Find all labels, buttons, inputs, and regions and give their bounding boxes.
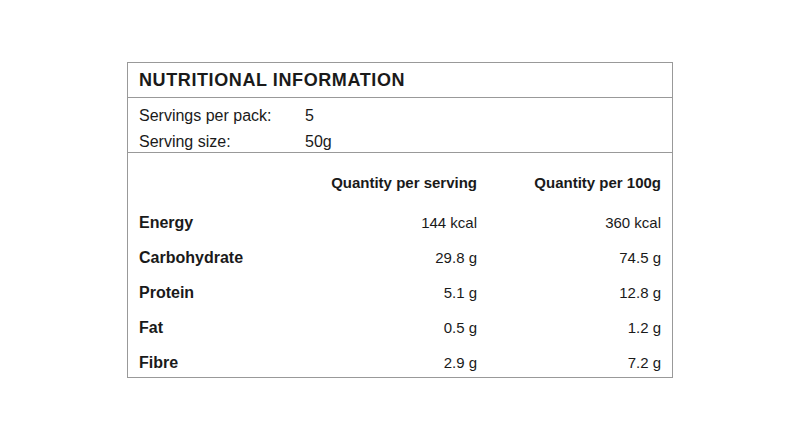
value-per-serving: 29.8 g bbox=[277, 249, 477, 266]
table-row-energy: Energy 144 kcal 360 kcal bbox=[139, 205, 661, 240]
nutrient-name: Protein bbox=[139, 284, 277, 302]
value-per-serving: 144 kcal bbox=[277, 214, 477, 231]
value-per-100g: 360 kcal bbox=[477, 214, 661, 231]
serving-size-value: 50g bbox=[305, 129, 332, 155]
value-per-serving: 2.9 g bbox=[277, 354, 477, 371]
value-per-100g: 1.2 g bbox=[477, 319, 661, 336]
value-per-100g: 12.8 g bbox=[477, 284, 661, 301]
nutrition-facts-panel: NUTRITIONAL INFORMATION Servings per pac… bbox=[127, 62, 673, 378]
servings-per-pack-value: 5 bbox=[305, 103, 314, 129]
panel-title: NUTRITIONAL INFORMATION bbox=[128, 63, 672, 98]
header-quantity-per-100g: Quantity per 100g bbox=[477, 174, 661, 191]
value-per-100g: 7.2 g bbox=[477, 354, 661, 371]
value-per-serving: 5.1 g bbox=[277, 284, 477, 301]
servings-info-section: Servings per pack: 5 Serving size: 50g bbox=[128, 98, 672, 153]
nutrient-name: Fibre bbox=[139, 354, 277, 372]
nutrient-name: Fat bbox=[139, 319, 277, 337]
table-row-fibre: Fibre 2.9 g 7.2 g bbox=[139, 345, 661, 380]
servings-per-pack-label: Servings per pack: bbox=[139, 103, 305, 129]
servings-per-pack-row: Servings per pack: 5 bbox=[139, 103, 661, 129]
value-per-serving: 0.5 g bbox=[277, 319, 477, 336]
serving-size-row: Serving size: 50g bbox=[139, 129, 661, 155]
value-per-100g: 74.5 g bbox=[477, 249, 661, 266]
serving-size-label: Serving size: bbox=[139, 129, 305, 155]
table-row-fat: Fat 0.5 g 1.2 g bbox=[139, 310, 661, 345]
nutrient-name: Energy bbox=[139, 214, 277, 232]
header-quantity-per-serving: Quantity per serving bbox=[277, 174, 477, 191]
table-row-carbohydrate: Carbohydrate 29.8 g 74.5 g bbox=[139, 240, 661, 275]
table-row-protein: Protein 5.1 g 12.8 g bbox=[139, 275, 661, 310]
nutrient-name: Carbohydrate bbox=[139, 249, 277, 267]
nutrition-table: Quantity per serving Quantity per 100g E… bbox=[128, 153, 672, 380]
table-header-row: Quantity per serving Quantity per 100g bbox=[139, 165, 661, 199]
